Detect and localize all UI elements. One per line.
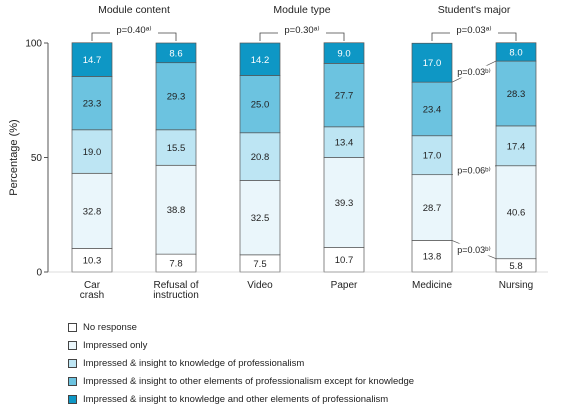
data-label: 40.6 <box>507 208 526 219</box>
bar-segment <box>411 42 453 83</box>
x-tick-label: Car <box>84 280 101 291</box>
data-label: 7.8 <box>169 259 182 270</box>
bar-segment <box>71 42 113 77</box>
x-tick-label: Paper <box>331 280 358 291</box>
p-value-bg <box>110 24 158 36</box>
data-label: 14.2 <box>251 55 270 66</box>
bar-segment <box>155 42 197 64</box>
bar-segment <box>239 42 281 76</box>
legend-swatch-knowledge <box>68 358 77 368</box>
bar-segment <box>239 132 281 181</box>
data-label: 5.8 <box>509 261 522 272</box>
p-value-bg <box>453 164 495 177</box>
data-label: 8.6 <box>169 48 182 59</box>
legend-item-knowledge-and-other: Impressed & insight to knowledge and oth… <box>68 390 548 408</box>
bar-segment <box>239 180 281 256</box>
data-label: 17.4 <box>507 141 526 152</box>
legend-swatch-other-elements <box>68 376 77 386</box>
legend-swatch-impressed-only <box>68 340 77 350</box>
data-label: 8.0 <box>509 47 522 58</box>
bar-segment <box>155 164 197 255</box>
bar-segment <box>239 75 281 134</box>
y-tick-label: 50 <box>31 153 43 164</box>
legend-label: Impressed only <box>83 339 148 351</box>
legend-item-other-elements: Impressed & insight to other elements of… <box>68 372 548 390</box>
data-label: 20.8 <box>251 152 270 163</box>
data-label: 19.0 <box>83 147 102 158</box>
bar-segment <box>323 157 365 248</box>
legend-item-no-response: No response <box>68 318 548 336</box>
bar-segment <box>411 81 453 137</box>
segment-p-value-label: p=0.03ᵇ⁾ <box>457 245 490 255</box>
y-axis-title: Percentage (%) <box>8 119 20 195</box>
p-value-bg <box>453 65 495 78</box>
data-label: 23.4 <box>423 104 442 115</box>
x-tick-label: Medicine <box>412 280 452 291</box>
bar-segment <box>495 125 537 167</box>
data-label: 32.5 <box>251 213 270 224</box>
p-value-bg <box>453 243 495 256</box>
data-label: 25.0 <box>251 100 270 111</box>
data-label: 29.3 <box>167 92 186 103</box>
segment-p-value-label: p=0.06ᵇ⁾ <box>457 166 490 176</box>
bar-segment <box>71 172 113 249</box>
data-label: 17.0 <box>423 58 442 69</box>
x-tick-label: instruction <box>153 290 199 301</box>
p-value-bg <box>450 24 498 36</box>
data-label: 13.8 <box>423 252 442 263</box>
legend-swatch-no-response <box>68 322 77 332</box>
legend-item-impressed-only: Impressed only <box>68 336 548 354</box>
data-label: 14.7 <box>83 55 102 66</box>
p-value-label: p=0.03ᵃ⁾ <box>456 25 491 36</box>
data-label: 32.8 <box>83 206 102 217</box>
bar-segment <box>71 76 113 131</box>
y-tick-label: 0 <box>36 268 42 279</box>
p-value-bg <box>278 24 326 36</box>
legend-label: Impressed & insight to knowledge of prof… <box>83 357 305 369</box>
bar-segment <box>411 240 453 273</box>
data-label: 23.3 <box>83 99 102 110</box>
data-label: 10.7 <box>335 255 354 266</box>
bar-segment <box>71 129 113 174</box>
p-value-label: p=0.40ᵃ⁾ <box>116 25 151 36</box>
legend-label: Impressed & insight to other elements of… <box>83 375 415 387</box>
x-tick-label: Video <box>247 280 273 291</box>
legend: No response Impressed only Impressed & i… <box>68 318 548 408</box>
data-label: 27.7 <box>335 91 354 102</box>
bar-segment <box>495 42 537 62</box>
legend-item-knowledge: Impressed & insight to knowledge of prof… <box>68 354 548 372</box>
bar-segment <box>323 63 365 128</box>
data-label: 38.8 <box>167 205 186 216</box>
x-tick-label: Nursing <box>499 280 533 291</box>
data-label: 7.5 <box>253 259 266 270</box>
panel-title: Module type <box>273 4 330 16</box>
x-tick-label: Refusal of <box>153 280 198 291</box>
data-label: 13.4 <box>335 138 354 149</box>
segment-p-value-label: p=0.03ᵇ⁾ <box>457 67 490 77</box>
data-label: 39.3 <box>335 198 354 209</box>
bar-segment <box>411 174 453 241</box>
data-label: 10.3 <box>83 256 102 267</box>
bar-segment <box>323 247 365 273</box>
panel-title: Student's major <box>438 4 511 16</box>
data-label: 28.7 <box>423 203 442 214</box>
data-label: 9.0 <box>337 49 350 60</box>
data-label: 15.5 <box>167 143 186 154</box>
data-label: 17.0 <box>423 151 442 162</box>
y-tick-label: 100 <box>25 39 42 50</box>
bar-segment <box>323 126 365 158</box>
legend-label: No response <box>83 321 137 333</box>
bar-segment <box>323 42 365 64</box>
legend-swatch-knowledge-and-other <box>68 394 77 404</box>
x-tick-label: crash <box>80 290 104 301</box>
panel-title: Module content <box>98 4 170 16</box>
p-value-label: p=0.30ᵃ⁾ <box>284 25 319 36</box>
data-label: 28.3 <box>507 89 526 100</box>
bar-segment <box>495 165 537 260</box>
legend-label: Impressed & insight to knowledge and oth… <box>83 393 389 405</box>
